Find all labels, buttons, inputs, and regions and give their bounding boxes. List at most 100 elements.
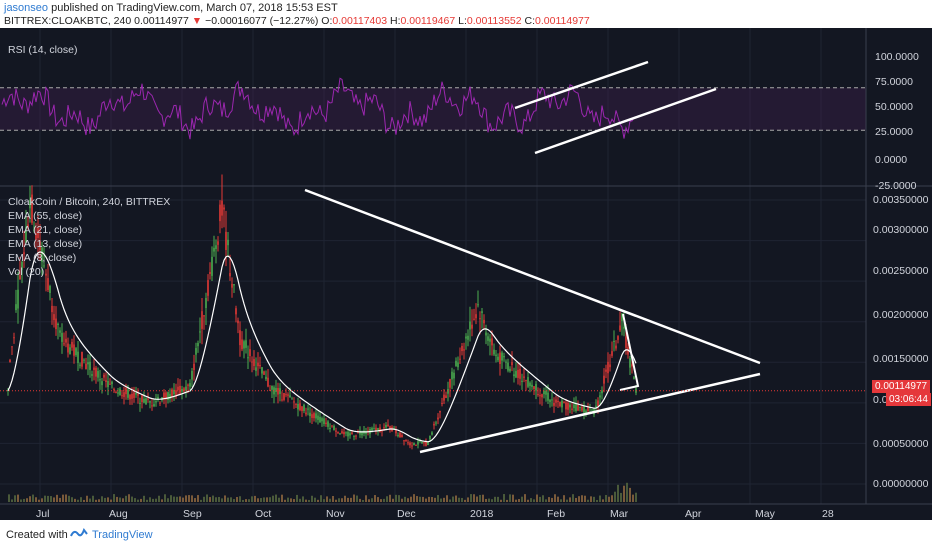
candle-body [497, 356, 499, 361]
volume-bar [65, 494, 67, 502]
volume-bar [116, 496, 118, 502]
change-value: −0.00016077 (−12.27%) [205, 15, 319, 27]
price-tick-0015: 0.00150000 [873, 353, 929, 365]
candle-body [475, 314, 477, 319]
volume-bar [164, 494, 166, 502]
volume-bar [287, 497, 289, 502]
volume-bar [269, 497, 271, 502]
volume-bar [155, 498, 157, 502]
candle-body [39, 241, 41, 251]
volume-bar [221, 498, 223, 502]
volume-bar [374, 495, 376, 502]
candle-body [613, 341, 615, 343]
candle-body [565, 402, 567, 410]
author-link[interactable]: jasonseo [4, 2, 49, 14]
volume-bar [404, 496, 406, 502]
volume-bar [341, 498, 343, 502]
volume-bar [380, 499, 382, 502]
candle-body [489, 338, 491, 342]
candle-body [449, 379, 451, 388]
candle-body [295, 403, 297, 405]
candle-body [177, 386, 179, 390]
candle-body [235, 308, 237, 315]
candle-body [261, 367, 263, 374]
volume-bar [125, 495, 127, 502]
volume-bar [251, 496, 253, 502]
candle-body [145, 398, 147, 405]
candle-body [583, 405, 585, 413]
candle-body [283, 393, 285, 400]
volume-bar [476, 496, 478, 502]
candle-body [323, 418, 325, 424]
volume-bar [263, 497, 265, 502]
volume-bar [188, 495, 190, 502]
trendline-small-triangle [619, 313, 640, 391]
candle-body [585, 410, 587, 414]
candle-body [469, 321, 471, 330]
rsi-tick-50: 50.0000 [875, 101, 913, 113]
candle-body [37, 227, 39, 238]
candle-body [603, 375, 605, 384]
rsi-channel-upper [514, 60, 649, 110]
candle-body [149, 401, 151, 403]
volume-bar [521, 496, 523, 502]
candle-body [333, 425, 335, 431]
candle-body [171, 389, 173, 398]
volume-bar [215, 497, 217, 502]
candle-body [281, 399, 283, 401]
candle-body [89, 361, 91, 370]
volume-bar [128, 494, 130, 502]
candle-body [305, 412, 307, 415]
candle-body [419, 441, 421, 443]
volume-bar [68, 495, 70, 502]
candle-body [185, 386, 187, 391]
volume-bar [119, 497, 121, 502]
candle-body [71, 341, 73, 348]
volume-bar [449, 499, 451, 502]
volume-bar [278, 497, 280, 502]
candle-body [219, 204, 221, 222]
candle-body [625, 336, 627, 348]
chart-svg[interactable] [0, 28, 932, 520]
volume-bar [101, 496, 103, 502]
candle-body [107, 380, 109, 388]
volume-bar [452, 496, 454, 502]
volume-bar [110, 499, 112, 502]
candle-body [345, 432, 347, 434]
volume-bar [131, 496, 133, 502]
candle-body [325, 422, 327, 424]
volume-bar [335, 499, 337, 502]
last-value: 0.00114977 [134, 15, 189, 27]
candle-body [33, 229, 35, 231]
volume-bar [515, 499, 517, 502]
candle-body [377, 427, 379, 432]
volume-bar [77, 499, 79, 502]
candle-body [91, 374, 93, 376]
volume-bar [275, 494, 277, 502]
candle-body [197, 342, 199, 347]
tradingview-link[interactable]: TradingView [92, 529, 153, 541]
volume-bar [398, 495, 400, 502]
x-label-apr: Apr [685, 508, 702, 520]
rsi-tick-0: 0.0000 [875, 154, 908, 166]
volume-bar [350, 497, 352, 502]
volume-bar [503, 494, 505, 502]
candle-body [483, 319, 485, 324]
candle-body [401, 434, 403, 438]
candle-body [67, 343, 69, 353]
volume-bar [551, 497, 553, 502]
candle-body [535, 384, 537, 391]
candle-body [445, 395, 447, 398]
chart-area[interactable]: RSI (14, close) CloakCoin / Bitcoin, 240… [0, 28, 932, 520]
candle-body [541, 394, 543, 398]
candle-body [525, 379, 527, 381]
x-label-feb: Feb [547, 508, 566, 520]
price-tick-0030: 0.00300000 [873, 224, 929, 236]
volume-bar [200, 499, 202, 502]
volume-bar [359, 498, 361, 502]
rsi-channel-lower [534, 87, 717, 155]
volume-bar [455, 495, 457, 502]
candle-body [429, 435, 431, 440]
candle-body [447, 389, 449, 394]
candle-body [97, 371, 99, 378]
